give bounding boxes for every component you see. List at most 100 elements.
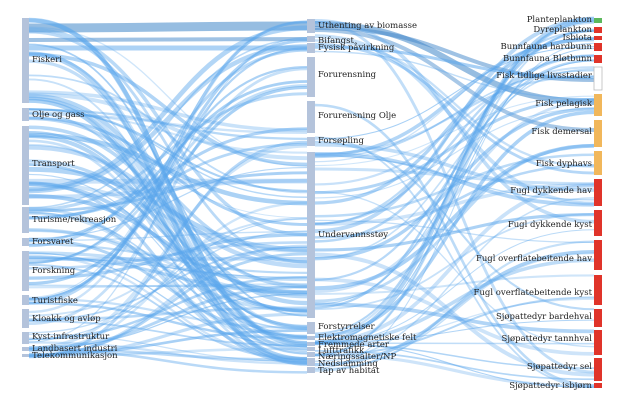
link-source-pressure: [28, 218, 308, 341]
link-source-pressure: [28, 52, 308, 167]
link-source-pressure: [28, 347, 308, 362]
link-source-pressure: [28, 48, 308, 248]
link-pressure-receptor: [314, 252, 595, 377]
link-source-pressure: [28, 25, 308, 192]
pressure-label: Nedslamming: [318, 359, 378, 369]
source-node: [22, 251, 29, 291]
pressure-label: Fysisk påvirkning: [318, 43, 395, 53]
link-source-pressure: [28, 59, 308, 352]
link-source-pressure: [28, 163, 308, 313]
pressure-node: [307, 101, 315, 133]
links-layer: [28, 16, 595, 389]
link-source-pressure: [28, 43, 308, 317]
link-pressure-receptor: [314, 229, 595, 344]
link-source-pressure: [28, 193, 308, 295]
link-pressure-receptor: [314, 37, 595, 163]
receptor-node: [594, 240, 602, 270]
link-source-pressure: [28, 231, 308, 242]
link-pressure-receptor: [314, 191, 595, 348]
link-source-pressure: [28, 243, 308, 274]
pressure-node: [307, 322, 315, 334]
receptor-node: [594, 275, 602, 305]
link-source-pressure: [28, 263, 308, 361]
link-source-pressure: [28, 66, 308, 265]
receptor-label: Sjøpattedyr sel: [526, 362, 592, 372]
link-pressure-receptor: [314, 155, 595, 201]
link-uthenting-demersal: [314, 28, 595, 132]
link-pressure-receptor: [314, 213, 595, 252]
link-source-pressure: [28, 284, 308, 288]
source-label: Telekommunikasjon: [32, 351, 118, 361]
link-source-pressure: [28, 145, 308, 269]
source-label: Turisme/rekreasjon: [32, 215, 117, 225]
pressure-label: Bifangst: [318, 36, 354, 46]
link-source-pressure: [28, 92, 308, 161]
link-source-pressure: [28, 132, 308, 206]
link-source-pressure: [28, 320, 308, 347]
pressure-node: [307, 347, 315, 351]
pressure-label: Forsøpling: [318, 136, 364, 146]
source-label: Forskning: [32, 266, 76, 276]
receptor-label: Fugl overflatebeitende kyst: [473, 288, 592, 298]
source-node: [22, 126, 29, 205]
receptor-label: Fisk tidlige livsstadier: [496, 71, 592, 81]
link-source-pressure: [28, 173, 308, 338]
link-source-pressure: [28, 255, 308, 294]
receptor-label: Dyreplankton: [533, 25, 592, 35]
link-pressure-receptor: [314, 140, 595, 311]
pressure-node: [307, 57, 315, 97]
link-source-pressure: [28, 285, 308, 350]
link-pressure-receptor: [314, 66, 595, 186]
link-source-pressure: [28, 211, 308, 331]
receptor-node: [594, 383, 602, 388]
link-pressure-receptor: [314, 50, 595, 100]
receptor-node: [594, 151, 602, 175]
link-source-pressure: [28, 143, 308, 286]
receptor-node: [594, 358, 602, 381]
link-source-pressure: [28, 297, 308, 330]
pressure-node: [307, 152, 315, 318]
link-pressure-receptor: [314, 19, 595, 224]
pressure-label: Elektromagnetiske felt: [318, 333, 417, 343]
link-pressure-receptor: [314, 16, 595, 345]
link-source-pressure: [28, 246, 308, 322]
link-source-pressure: [28, 140, 308, 359]
receptor-label: Bunnfauna Bløtbunn: [503, 54, 592, 64]
receptor-node: [594, 330, 602, 355]
receptor-label: Bunnfauna hardbunn: [500, 42, 592, 52]
link-pressure-receptor: [314, 21, 595, 374]
source-label: Olje og gass: [32, 110, 85, 120]
receptor-node: [594, 309, 602, 327]
source-node: [22, 354, 29, 357]
source-label: Landbasert industri: [32, 344, 118, 354]
link-source-pressure: [28, 329, 308, 356]
link-source-pressure: [28, 39, 308, 302]
pressure-label: Næringssalter/NP: [318, 352, 397, 362]
link-source-pressure: [28, 127, 308, 220]
link-pressure-receptor: [314, 21, 595, 338]
link-source-pressure: [28, 131, 308, 328]
receptor-node: [594, 179, 602, 206]
link-pressure-receptor: [314, 59, 595, 281]
receptor-label: Sjøpattedyr isbjørn: [509, 381, 592, 391]
link-source-pressure: [28, 341, 308, 365]
pressure-label: Tap av habitat: [318, 366, 380, 376]
link-source-pressure: [28, 252, 308, 357]
receptor-node: [594, 94, 602, 116]
link-pressure-receptor: [314, 110, 595, 338]
receptor-node: [594, 43, 602, 51]
link-pressure-receptor: [314, 95, 595, 167]
link-source-pressure: [28, 275, 308, 341]
link-source-pressure: [28, 230, 308, 334]
link-source-pressure: [28, 348, 308, 374]
source-label: Kloakk og avløp: [32, 314, 101, 324]
link-source-pressure: [28, 20, 308, 305]
nodes-layer: [22, 18, 603, 388]
source-label: Kyst-infrastruktur: [32, 332, 110, 342]
link-pressure-receptor: [314, 319, 595, 343]
receptor-node: [594, 36, 602, 40]
link-source-pressure: [28, 257, 308, 278]
link-source-pressure: [28, 44, 308, 194]
link-source-pressure: [28, 38, 308, 209]
